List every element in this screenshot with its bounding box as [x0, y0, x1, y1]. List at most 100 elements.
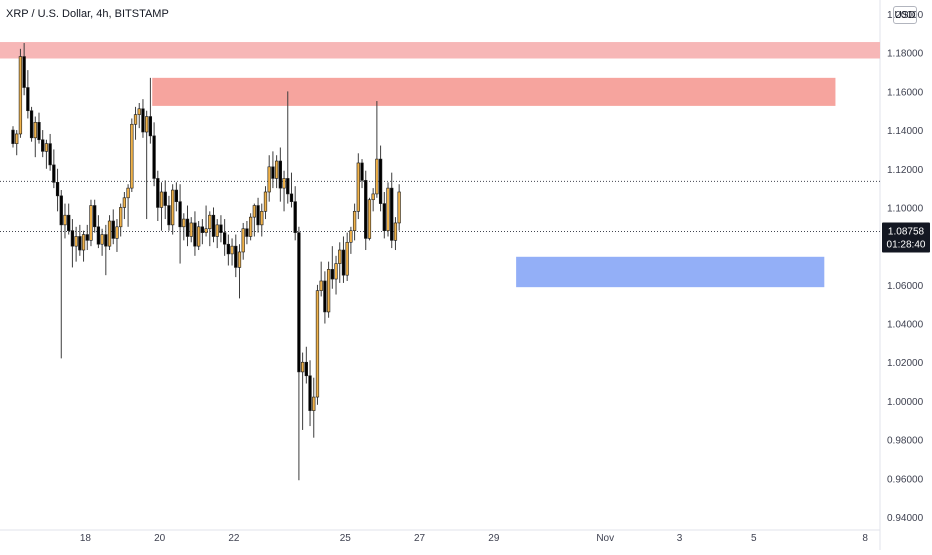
y-tick-label: 1.18000 — [887, 49, 924, 60]
current-price-tag — [882, 222, 930, 253]
candle-body — [330, 269, 334, 280]
zone-rect-2 — [516, 256, 825, 288]
candle-body — [171, 189, 175, 226]
candle-body — [137, 108, 141, 115]
candle-body — [223, 232, 227, 245]
y-tick-label: 1.10000 — [887, 203, 924, 214]
candle-body — [345, 241, 349, 276]
candle-body — [122, 197, 127, 208]
x-tick-label: 20 — [154, 533, 166, 544]
y-tick-label: 1.02000 — [887, 358, 924, 369]
candle-body — [293, 201, 297, 233]
candle-body — [26, 87, 30, 112]
y-tick-label: 0.94000 — [887, 513, 924, 524]
candle-body — [18, 56, 23, 135]
candle-body — [375, 158, 379, 195]
candle-body — [167, 205, 171, 226]
candle-body — [234, 245, 238, 268]
candle-body — [107, 220, 112, 247]
candle-body — [315, 290, 320, 398]
candle-body — [364, 180, 368, 239]
candle-body — [70, 230, 75, 247]
candle-body — [349, 230, 353, 243]
y-tick-label: 1.00000 — [887, 397, 924, 408]
x-tick-label: 29 — [488, 533, 500, 544]
candle-body — [41, 139, 45, 152]
candle-body — [189, 222, 193, 237]
candle-body — [215, 224, 219, 237]
candle-body — [185, 218, 190, 237]
candle-body — [178, 201, 182, 228]
candle-body — [263, 191, 268, 212]
candle-body — [197, 226, 201, 247]
candle-body — [226, 243, 230, 255]
candle-body — [219, 224, 223, 233]
candle-body — [271, 166, 275, 179]
candle-body — [204, 228, 208, 233]
candle-body — [352, 211, 357, 231]
candle-body — [390, 187, 394, 241]
candle-body — [308, 375, 312, 411]
candle-body — [319, 280, 323, 291]
candle-body — [37, 122, 41, 141]
candle-body — [67, 214, 71, 231]
candle-body — [386, 187, 390, 231]
y-tick-label: 1.12000 — [887, 165, 924, 176]
candle-body — [74, 236, 78, 247]
candle-body — [89, 205, 93, 241]
candle-body — [300, 361, 305, 373]
candle-body — [52, 164, 56, 183]
candle-body — [22, 56, 26, 88]
candle-body — [230, 245, 234, 255]
candle-body — [326, 269, 331, 313]
candle-body — [78, 236, 82, 251]
candle-body — [193, 222, 197, 247]
candle-body — [338, 249, 342, 264]
candle-body — [93, 205, 97, 228]
candle-body — [382, 203, 386, 231]
candle-body — [85, 234, 89, 241]
candle-body — [33, 122, 37, 139]
candle-body — [341, 249, 346, 276]
candle-body — [211, 214, 216, 237]
candle-body — [48, 143, 52, 166]
candle-body — [182, 218, 186, 228]
y-tick-label: 1.04000 — [887, 320, 924, 331]
candle-body — [96, 226, 101, 245]
candle-body — [312, 396, 316, 411]
candle-body — [152, 135, 156, 179]
candle-body — [356, 162, 360, 212]
x-tick-label: 8 — [862, 533, 868, 544]
candle-body — [126, 187, 130, 199]
candle-body — [237, 251, 242, 268]
candle-body — [200, 226, 204, 233]
candle-body — [145, 116, 149, 133]
candle-body — [159, 191, 164, 208]
candle-body — [115, 226, 119, 239]
candle-body — [141, 108, 145, 133]
candle-body — [393, 222, 398, 241]
y-tick-label: 1.20000 — [887, 10, 924, 21]
candle-body — [260, 211, 264, 226]
candle-body — [174, 189, 179, 202]
candle-body — [274, 160, 279, 179]
candle-body — [304, 361, 308, 377]
currency-button[interactable]: USD — [893, 6, 917, 24]
candle-body — [119, 207, 123, 228]
candle-body — [378, 158, 383, 204]
candle-body — [397, 191, 401, 224]
y-tick-label: 1.06000 — [887, 281, 924, 292]
candle-body — [111, 220, 115, 239]
chart-title: XRP / U.S. Dollar, 4h, BITSTAMP — [6, 8, 169, 20]
y-tick-label: 1.16000 — [887, 87, 924, 98]
candle-body — [100, 234, 104, 245]
candle-body — [252, 205, 256, 218]
candle-body — [104, 234, 108, 247]
candle-body — [289, 193, 294, 202]
x-tick-label: Nov — [596, 533, 614, 544]
candle-body — [278, 160, 282, 189]
candle-body — [245, 228, 249, 237]
x-tick-label: 25 — [340, 533, 352, 544]
